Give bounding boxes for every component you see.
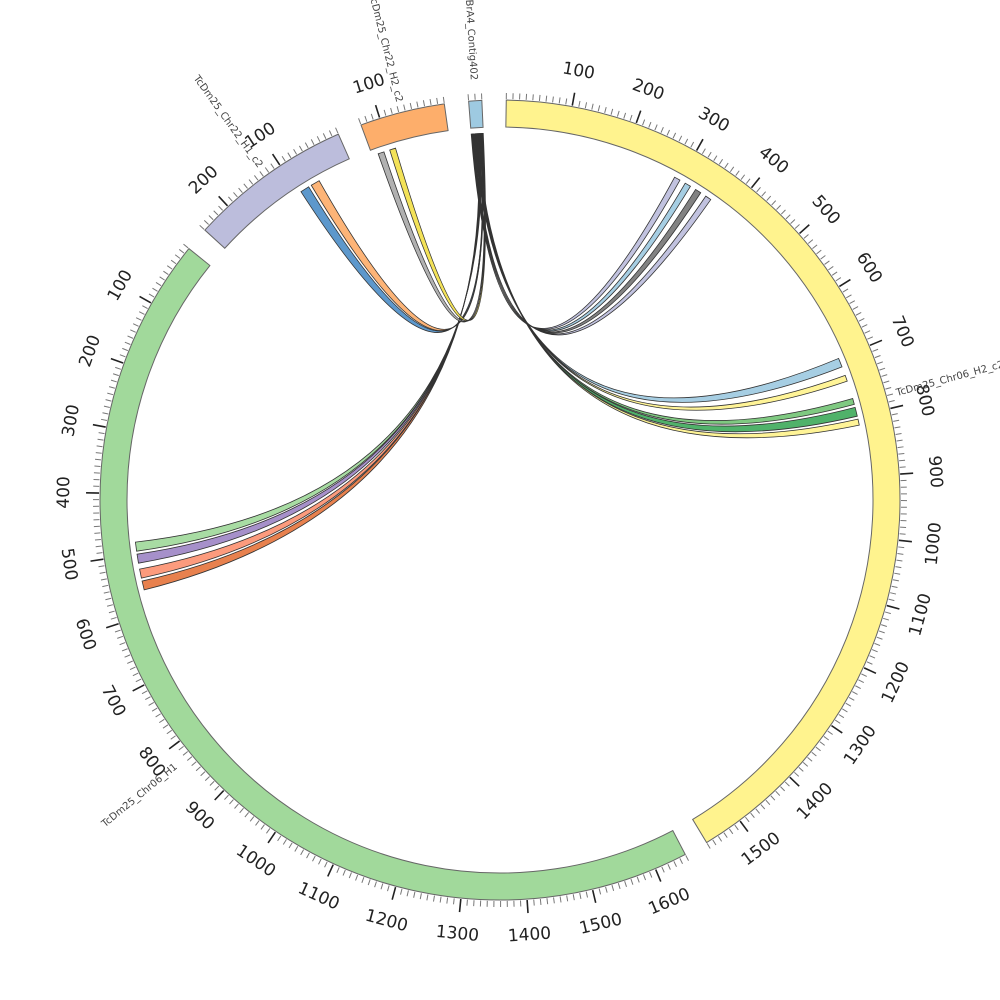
major-tick — [218, 195, 229, 207]
tick-label: 1400 — [507, 924, 552, 947]
tick-label: 100 — [561, 58, 597, 84]
tick-label: 1200 — [878, 659, 914, 707]
tick-label: 600 — [71, 616, 100, 653]
segment-chr22_h2 — [360, 103, 449, 151]
tick-label: 200 — [75, 332, 105, 369]
major-tick — [267, 831, 277, 844]
major-tick — [789, 776, 800, 787]
major-tick — [695, 138, 704, 151]
major-tick — [898, 539, 912, 543]
tick-label: 1000 — [922, 521, 946, 566]
tick-label: 1100 — [295, 878, 343, 914]
major-tick — [105, 623, 119, 629]
tick-label: 600 — [852, 249, 886, 287]
major-tick — [750, 177, 761, 189]
tick-label: 100 — [104, 267, 137, 305]
major-tick — [391, 886, 397, 900]
segment-contig402 — [468, 99, 484, 129]
labels-layer: TcBrA4_Contig402 100200300400500600700800… — [54, 0, 1000, 946]
major-tick — [110, 357, 124, 364]
ticks-layer — [86, 92, 914, 914]
tick-label: 500 — [56, 547, 81, 582]
major-tick — [327, 864, 334, 877]
major-tick — [838, 278, 851, 288]
minor-ticks-chr06_h2 — [505, 93, 908, 849]
tick-label: 200 — [630, 75, 667, 105]
tick-label: 700 — [97, 682, 130, 720]
major-tick — [900, 472, 914, 475]
major-tick — [635, 110, 642, 124]
major-tick — [90, 558, 104, 562]
tick-label: 400 — [755, 142, 793, 178]
link-ribbon-chr06_h2 — [470, 133, 681, 330]
tick-label: 100 — [351, 70, 388, 99]
tick-label: 1500 — [577, 909, 624, 938]
tick-label: 200 — [185, 162, 222, 199]
major-tick — [132, 684, 145, 692]
major-tick — [214, 790, 225, 801]
tick-label: 1200 — [363, 906, 410, 937]
major-tick — [739, 820, 749, 833]
major-tick — [168, 740, 181, 750]
segment-chr22_h1 — [204, 133, 350, 249]
tick-label: 1300 — [435, 922, 480, 946]
major-tick — [458, 899, 462, 913]
major-tick — [374, 104, 381, 118]
tick-label: 300 — [58, 403, 84, 439]
segment-chr06_h1 — [99, 247, 686, 901]
major-tick — [139, 295, 152, 304]
tick-label: 1300 — [840, 722, 881, 769]
tick-label: 900 — [924, 455, 946, 489]
tick-label: 1500 — [738, 828, 785, 870]
major-tick — [890, 404, 904, 410]
tick-label: 1000 — [232, 841, 279, 882]
segment-name-contig402: TcBrA4_Contig402 — [462, 0, 479, 81]
link-ribbon-chr22_h1 — [300, 133, 484, 333]
tick-label: 500 — [807, 191, 844, 229]
tick-label: 700 — [887, 313, 918, 351]
segment-name-chr06_h1: TcDm25_Chr06_H1 — [99, 762, 180, 831]
link-ribbon-chr06_h2 — [474, 133, 848, 411]
tick-label: 1600 — [646, 884, 694, 919]
major-tick — [654, 869, 662, 882]
major-tick — [863, 667, 877, 675]
segment-name-chr06_h2: TcDm25_Chr06_H2_c2 — [894, 359, 1000, 399]
segment-chr06_h2 — [505, 99, 901, 844]
tick-label: 300 — [695, 103, 733, 136]
major-tick — [591, 889, 597, 903]
major-tick — [271, 153, 281, 166]
segments-layer — [99, 99, 901, 901]
major-tick — [831, 724, 843, 734]
link-ribbon-chr06_h1 — [134, 133, 482, 552]
segment-name-chr22_h1: TcDm25_Chr22_H1_c2 — [190, 73, 264, 170]
minor-ticks-contig402 — [467, 93, 483, 101]
major-tick — [571, 92, 576, 106]
major-tick — [92, 423, 106, 428]
link-ribbon-chr06_h2 — [476, 133, 860, 439]
major-tick — [886, 604, 900, 610]
major-tick — [799, 224, 810, 235]
tick-label: 900 — [181, 798, 218, 835]
link-ribbon-chr06_h2 — [475, 133, 858, 433]
link-ribbon-chr22_h2 — [389, 132, 486, 322]
link-ribbon-chr06_h2 — [471, 133, 691, 332]
major-tick — [526, 900, 529, 914]
links-layer — [134, 132, 860, 591]
tick-label: 1100 — [905, 591, 936, 638]
major-tick — [869, 339, 883, 347]
tick-label: 400 — [54, 476, 75, 509]
